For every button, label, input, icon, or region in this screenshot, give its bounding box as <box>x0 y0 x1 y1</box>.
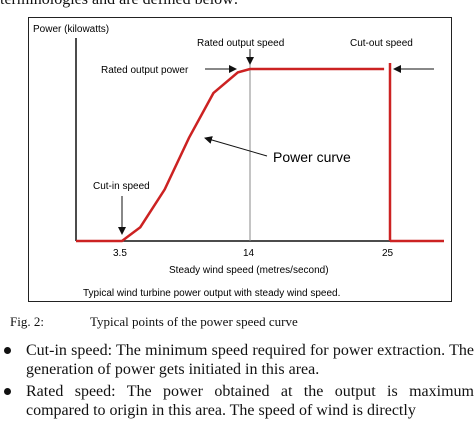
power-curve-label: Power curve <box>273 149 351 165</box>
power-curve-line <box>76 67 385 243</box>
y-axis-label: Power (kilowatts) <box>33 24 109 35</box>
figure-caption: Fig. 2: Typical points of the power speed… <box>10 314 298 330</box>
bullet-dot-icon <box>4 388 11 395</box>
bullet-item: Cut-in speed: The minimum speed required… <box>0 341 474 379</box>
top-text-line: terminologies and are defined below: <box>0 0 474 9</box>
x-tick-14: 14 <box>243 248 255 259</box>
bullet-dot-icon <box>4 347 11 354</box>
power-curve-chart: Power (kilowatts) Rated output speed Cut… <box>33 24 444 299</box>
rated-output-power-label: Rated output power <box>101 65 189 76</box>
x-tick-25: 25 <box>382 248 394 259</box>
figure-inner-caption: Typical wind turbine power output with s… <box>83 288 340 299</box>
bullet-list: Cut-in speed: The minimum speed required… <box>0 341 474 423</box>
figure-number: Fig. 2: <box>10 314 44 329</box>
bullet-item: Rated speed: The power obtained at the o… <box>0 382 474 420</box>
bullet-text: Rated speed: The power obtained at the o… <box>26 383 474 419</box>
bullet-text: Cut-in speed: The minimum speed required… <box>26 342 474 378</box>
cut-out-speed-label: Cut-out speed <box>350 38 413 49</box>
rated-output-speed-label: Rated output speed <box>197 38 284 49</box>
cut-in-speed-label: Cut-in speed <box>93 181 150 192</box>
x-tick-3-5: 3.5 <box>113 248 127 259</box>
x-axis-label: Steady wind speed (metres/second) <box>169 265 329 276</box>
power-curve-arrow <box>204 136 268 157</box>
figure-box: Power (kilowatts) Rated output speed Cut… <box>28 17 452 302</box>
figure-caption-text: Typical points of the power speed curve <box>90 314 298 329</box>
